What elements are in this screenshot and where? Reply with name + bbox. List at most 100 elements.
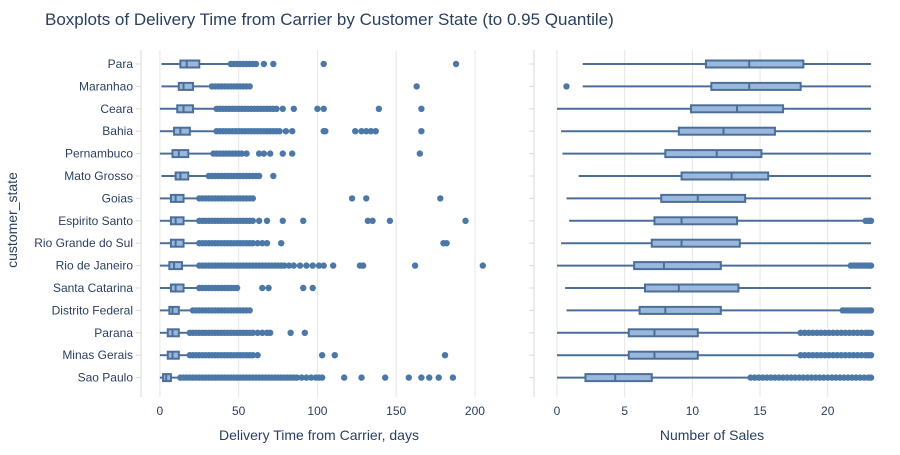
right-box-espirito-santo bbox=[569, 216, 875, 226]
left-box-sao-paulo bbox=[159, 373, 457, 383]
outlier-point bbox=[290, 105, 297, 113]
outlier-point bbox=[367, 128, 375, 135]
box-iqr bbox=[169, 238, 185, 248]
outlier-point bbox=[375, 105, 383, 113]
box-iqr bbox=[168, 305, 180, 315]
right-box-santa-catarina bbox=[565, 283, 872, 293]
category-label-para: Para bbox=[108, 57, 134, 71]
left-box-ceara bbox=[159, 104, 425, 114]
outlier-point bbox=[255, 172, 263, 180]
category-label-rio-grande-do-sul: Rio Grande do Sul bbox=[34, 236, 133, 250]
outlier-point bbox=[254, 352, 261, 359]
outlier-point bbox=[329, 262, 337, 269]
outlier-point bbox=[363, 128, 370, 135]
outlier-point bbox=[318, 374, 326, 381]
outlier-point bbox=[867, 307, 875, 314]
outlier-point bbox=[372, 128, 379, 135]
right-x-axis-title: Number of Sales bbox=[660, 427, 764, 443]
right-x-tick-label: 10 bbox=[686, 404, 700, 418]
outlier-point bbox=[363, 195, 370, 202]
category-label-rio-de-janeiro: Rio de Janeiro bbox=[56, 259, 134, 273]
outlier-point bbox=[282, 128, 290, 135]
box-iqr bbox=[650, 238, 741, 248]
outlier-point bbox=[246, 307, 253, 314]
box-iqr bbox=[627, 328, 699, 338]
right-box-distrito-federal bbox=[566, 305, 875, 315]
box-iqr bbox=[710, 81, 802, 91]
outlier-point bbox=[411, 262, 419, 269]
left-box-minas-gerais bbox=[159, 350, 449, 360]
outlier-point bbox=[263, 240, 271, 247]
category-label-minas-gerais: Minas Gerais bbox=[62, 348, 133, 362]
box-iqr bbox=[633, 261, 722, 271]
outlier-point bbox=[435, 374, 442, 381]
outlier-point bbox=[279, 150, 286, 157]
outlier-point bbox=[249, 217, 257, 224]
outlier-point bbox=[418, 374, 425, 381]
outlier-point bbox=[386, 217, 394, 224]
outlier-point bbox=[322, 128, 329, 135]
right-x-tick-label: 5 bbox=[621, 404, 628, 418]
right-box-goias bbox=[566, 193, 872, 203]
left-box-bahia bbox=[159, 126, 425, 136]
box-iqr bbox=[653, 216, 739, 226]
left-x-tick-label: 0 bbox=[157, 404, 164, 418]
outlier-point bbox=[289, 150, 296, 157]
outlier-point bbox=[341, 374, 348, 381]
outlier-point bbox=[233, 284, 241, 292]
category-label-distrito-federal: Distrito Federal bbox=[52, 303, 133, 317]
outlier-point bbox=[279, 105, 286, 113]
category-label-maranhao: Maranhao bbox=[79, 79, 133, 93]
outlier-point bbox=[867, 262, 875, 269]
outlier-point bbox=[249, 352, 257, 359]
outlier-point bbox=[303, 262, 310, 269]
outlier-point bbox=[290, 262, 297, 269]
box-iqr bbox=[677, 126, 776, 136]
outlier-point bbox=[315, 262, 323, 269]
box-iqr bbox=[179, 59, 201, 69]
outlier-point bbox=[249, 329, 257, 336]
right-box-para bbox=[582, 59, 872, 69]
box-iqr bbox=[168, 261, 183, 271]
outlier-point bbox=[441, 352, 449, 359]
outlier-point bbox=[867, 217, 875, 224]
outlier-point bbox=[287, 329, 294, 336]
outlier-point bbox=[320, 105, 327, 113]
box-iqr bbox=[664, 149, 763, 159]
outlier-point bbox=[246, 83, 253, 90]
outlier-point bbox=[314, 105, 321, 113]
outlier-point bbox=[867, 374, 875, 381]
outlier-point bbox=[285, 262, 293, 269]
right-box-ceara bbox=[557, 104, 872, 114]
outlier-point bbox=[265, 284, 272, 292]
outlier-point bbox=[358, 374, 365, 381]
outlier-point bbox=[266, 329, 274, 336]
left-box-para bbox=[161, 59, 460, 69]
outlier-point bbox=[348, 195, 356, 202]
right-box-sao-paulo bbox=[557, 373, 875, 383]
left-x-axis-title: Delivery Time from Carrier, days bbox=[219, 427, 419, 443]
left-box-parana bbox=[159, 328, 309, 338]
outlier-point bbox=[452, 60, 460, 68]
outlier-point bbox=[309, 284, 316, 292]
outlier-point bbox=[281, 262, 288, 269]
category-label-goias: Goias bbox=[102, 191, 133, 205]
category-label-sao-paulo: Sao Paulo bbox=[78, 371, 134, 385]
outlier-point bbox=[255, 150, 263, 157]
box-iqr bbox=[169, 216, 185, 226]
box-iqr bbox=[171, 149, 190, 159]
right-x-tick-label: 20 bbox=[821, 404, 835, 418]
category-label-parana: Parana bbox=[94, 326, 133, 340]
outlier-point bbox=[437, 195, 444, 202]
y-axis-title: customer_state bbox=[4, 172, 20, 268]
left-box-distrito-federal bbox=[159, 305, 253, 315]
box-iqr bbox=[173, 126, 191, 136]
outlier-point bbox=[320, 60, 327, 68]
right-x-tick-label: 0 bbox=[554, 404, 561, 418]
box-iqr bbox=[643, 283, 740, 293]
outlier-point bbox=[260, 60, 268, 68]
box-iqr bbox=[680, 171, 770, 181]
outlier-point bbox=[252, 60, 260, 68]
outlier-point bbox=[359, 262, 367, 269]
